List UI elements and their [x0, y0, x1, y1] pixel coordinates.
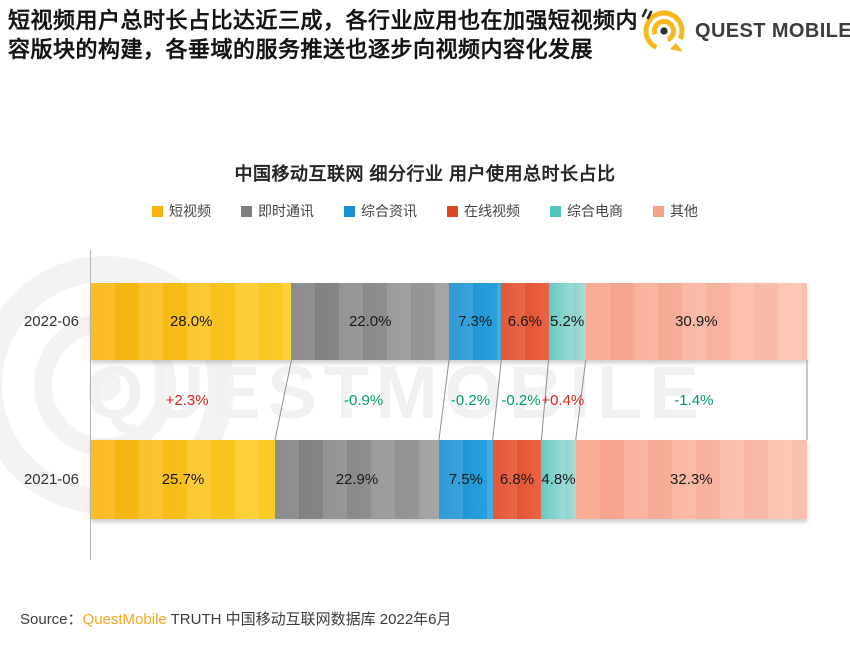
logo-tail: [670, 43, 683, 52]
segment-value: 7.5%: [448, 471, 483, 488]
bar-track: 25.7% 22.9% 7.5% 6.8% 4.8% 32.3%: [91, 440, 808, 519]
category-label: 2021-06: [23, 471, 79, 488]
headline-text: 短视频用户总时长占比达近三成，各行业应用也在加强短视频内容版块的构建，各垂域的服…: [8, 8, 639, 62]
legend-label: 短视频: [169, 203, 211, 219]
segment-value: 7.3%: [458, 313, 493, 330]
segment-value: 30.9%: [675, 313, 718, 330]
legend-label: 其他: [670, 203, 698, 219]
legend-label: 综合电商: [567, 203, 623, 219]
source-line: Source：QuestMobile TRUTH 中国移动互联网数据库 2022…: [20, 608, 452, 629]
chart-title: 中国移动互联网 细分行业 用户使用总时长占比: [234, 164, 616, 184]
change-zone: +2.3% -0.9% -0.2% -0.2% +0.4% -1.4%: [91, 360, 808, 440]
legend-item: 综合电商: [550, 201, 623, 221]
segment-value: 6.8%: [499, 471, 535, 488]
bar-segment: 4.8%: [541, 440, 577, 519]
legend-item: 综合资讯: [344, 201, 417, 221]
questmobile-logo-text: QUEST MOBILE: [695, 19, 850, 42]
watermark-text: QUESTMOBILE: [86, 351, 706, 434]
source-rest: TRUTH 中国移动互联网数据库 2022年6月: [166, 611, 452, 628]
segment-value: 5.2%: [550, 313, 585, 330]
legend-swatch: [241, 205, 252, 217]
segment-value: 32.3%: [670, 471, 713, 488]
bar-segment: 32.3%: [575, 440, 808, 519]
legend: 短视频 即时通讯 综合资讯 在线视频 综合电商 其他: [0, 201, 850, 221]
source-label: Source：: [20, 611, 83, 628]
change-value: -0.2%: [450, 391, 491, 409]
legend-swatch: [550, 205, 561, 217]
legend-item: 其他: [653, 201, 698, 221]
bar-track: 28.0% 22.0% 7.3% 6.6% 5.2% 30.9%: [91, 283, 808, 360]
bar-segment: 7.3%: [448, 283, 502, 360]
legend-label: 综合资讯: [361, 203, 417, 219]
segment-value: 25.7%: [161, 471, 205, 488]
bar-segment: 7.5%: [438, 440, 493, 519]
category-label: 2022-06: [23, 313, 79, 330]
connector-lines: [274, 360, 808, 440]
segment-value: 28.0%: [169, 313, 213, 330]
legend-swatch: [152, 205, 163, 217]
legend-item: 在线视频: [447, 201, 520, 221]
bar-segment: 30.9%: [585, 283, 808, 360]
change-value: -0.2%: [501, 391, 541, 409]
legend-item: 即时通讯: [241, 201, 314, 221]
bar-segment: 25.7%: [91, 440, 275, 519]
segment-value: 4.8%: [541, 471, 576, 488]
legend-swatch: [447, 205, 458, 217]
segment-value: 6.6%: [507, 313, 542, 330]
bar-segment: 22.0%: [291, 283, 449, 360]
questmobile-logo: QUEST MOBILE: [636, 5, 850, 57]
segment-value: 22.0%: [348, 313, 392, 330]
legend-swatch: [344, 205, 355, 217]
legend-label: 在线视频: [464, 203, 520, 219]
change-value: +2.3%: [165, 391, 209, 409]
bar-segment: 28.0%: [91, 283, 292, 360]
bar-segment: 22.9%: [275, 440, 439, 519]
legend-label: 即时通讯: [258, 203, 314, 219]
change-value: +0.4%: [541, 391, 585, 409]
change-value: -0.9%: [344, 391, 384, 409]
source-brand: QuestMobile: [82, 611, 167, 628]
change-value: -1.4%: [674, 391, 714, 409]
bar-row-2021: 2021-06 25.7% 22.9% 7.5% 6.8% 4.8% 32.3%: [0, 440, 850, 519]
y-axis-line: [90, 250, 91, 560]
legend-swatch: [653, 205, 664, 217]
chart-area: QUESTMOBILE 2022-06 28.0% 22.0% 7.3% 6.6% 5.…: [0, 250, 850, 562]
questmobile-logo-icon: [641, 8, 685, 52]
bar-segment: 6.8%: [492, 440, 542, 519]
bar-segment: 6.6%: [501, 283, 549, 360]
legend-item: 短视频: [152, 201, 211, 221]
segment-value: 22.9%: [335, 471, 379, 488]
bar-row-2022: 2022-06 28.0% 22.0% 7.3% 6.6% 5.2% 30.9%: [0, 283, 850, 360]
bar-segment: 5.2%: [548, 283, 586, 360]
